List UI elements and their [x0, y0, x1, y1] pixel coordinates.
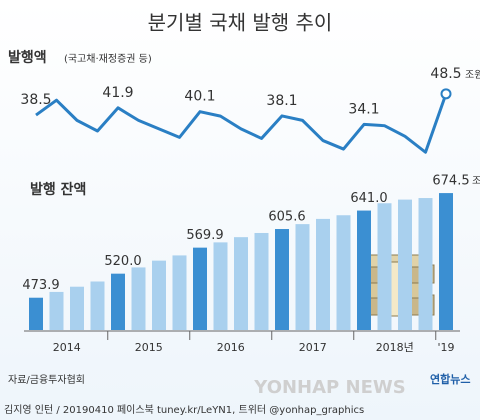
bar [234, 237, 248, 330]
x-tick-label: 2018년 [376, 341, 414, 354]
value-label: 605.6 [268, 210, 305, 225]
credit: 김지영 인턴 / 20190410 페이스북 tuney.kr/LeYN1, 트… [4, 403, 364, 416]
value-label: 520.0 [104, 254, 141, 269]
x-tick-label: '19 [437, 341, 454, 354]
x-tick-label: 2015 [135, 341, 163, 354]
source: 자료/금융투자협회 [8, 373, 85, 386]
bar [439, 193, 453, 330]
line-title: 발행액 [8, 49, 47, 66]
unit-label: 조원 [465, 69, 480, 81]
bar [111, 273, 125, 330]
unit-label: 조원 [472, 175, 480, 187]
value-label: 34.1 [348, 101, 379, 117]
chart-title: 분기별 국채 발행 추이 [148, 11, 333, 35]
watermark: YONHAP NEWS [253, 377, 405, 398]
value-label: 473.9 [22, 278, 59, 293]
bar [90, 281, 105, 330]
x-tick-label: 2016 [217, 341, 245, 354]
value-label: 38.1 [266, 93, 297, 109]
bar [152, 260, 166, 330]
bar [336, 215, 351, 330]
bar [254, 232, 269, 330]
x-tick-label: 2017 [299, 341, 327, 354]
line [35, 93, 448, 154]
value-label: 41.9 [102, 85, 133, 101]
bar [49, 291, 64, 330]
logo: 연합뉴스 [430, 372, 470, 386]
value-label: 38.5 [20, 92, 51, 108]
bar [29, 297, 43, 330]
bar [418, 198, 433, 330]
bar [316, 218, 330, 330]
bar [275, 229, 289, 330]
bar [70, 286, 84, 330]
bar [377, 203, 392, 330]
bar [213, 242, 228, 330]
bar [193, 247, 207, 330]
bar [357, 210, 371, 330]
bar [131, 267, 146, 330]
bar-title: 발행 잔액 [30, 181, 86, 198]
value-label: 40.1 [184, 89, 215, 105]
point [440, 88, 452, 100]
value-label: 674.5 [432, 174, 469, 189]
value-label: 569.9 [186, 228, 223, 243]
line-subtitle: (국고채·재정증권 등) [64, 53, 152, 65]
bar [172, 255, 187, 330]
value-label: 48.5 [430, 66, 461, 82]
value-label: 641.0 [350, 191, 387, 206]
x-tick-label: 2014 [53, 341, 81, 354]
bar [295, 224, 310, 330]
bar [398, 199, 412, 330]
